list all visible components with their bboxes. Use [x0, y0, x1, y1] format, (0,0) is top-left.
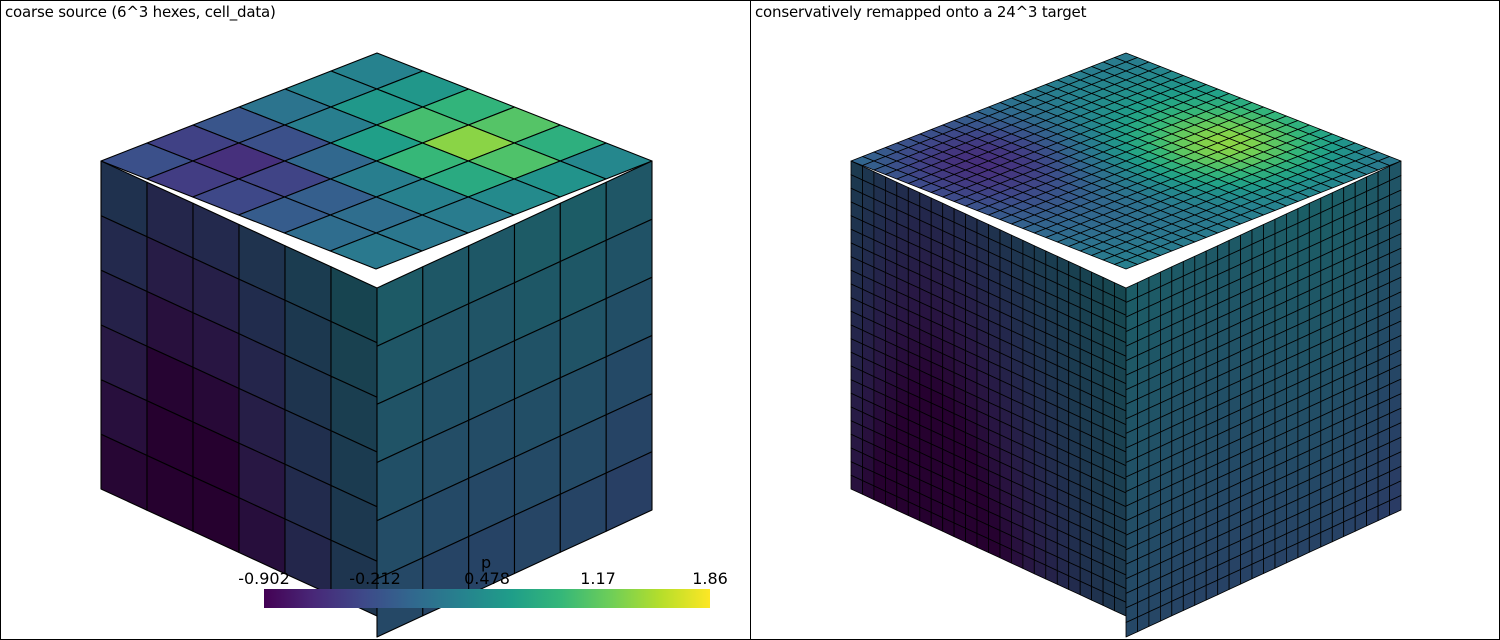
left-viewport[interactable]: coarse source (6^3 hexes, cell_data) p -…	[0, 0, 751, 640]
top-face-cell	[1114, 259, 1138, 270]
source-mesh-render[interactable]	[1, 1, 751, 640]
scalar-bar-tick-0: -0.902	[238, 569, 290, 588]
scalar-bar-gradient	[264, 589, 710, 608]
right-face-cell	[1389, 495, 1402, 516]
left-viewport-title: coarse source (6^3 hexes, cell_data)	[5, 3, 276, 21]
top-face-cell	[329, 232, 423, 270]
target-mesh-render[interactable]	[751, 1, 1500, 640]
scalar-bar: p -0.902 -0.212 0.478 1.17 1.86	[231, 549, 731, 611]
scalar-bar-title: p	[481, 553, 492, 572]
scalar-bar-tick-4: 1.86	[692, 569, 728, 588]
scalar-bar-tick-3: 1.17	[580, 569, 616, 588]
right-face-cell	[605, 451, 653, 532]
scalar-bar-tick-2: 0.478	[464, 569, 510, 588]
right-viewport-title: conservatively remapped onto a 24^3 targ…	[755, 3, 1087, 21]
scalar-bar-tick-1: -0.212	[349, 569, 401, 588]
right-viewport[interactable]: conservatively remapped onto a 24^3 targ…	[750, 0, 1500, 640]
